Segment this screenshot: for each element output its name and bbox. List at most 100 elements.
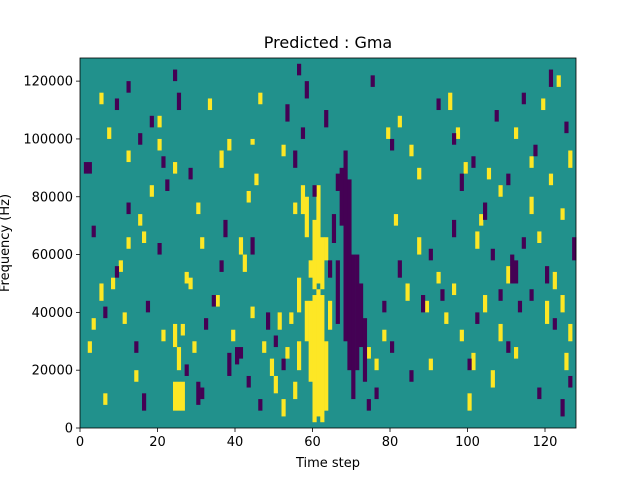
heatmap-cell-high: [111, 277, 116, 290]
heatmap-cell-low: [506, 173, 511, 186]
heatmap-cell-high: [227, 138, 232, 151]
heatmap-cell-low: [362, 318, 368, 382]
heatmap-cell-high: [184, 271, 189, 284]
heatmap-cell-low: [494, 110, 499, 122]
y-axis-label: Frequency (Hz): [0, 194, 13, 292]
heatmap-cell-high: [417, 237, 422, 255]
heatmap-cell-low: [331, 214, 337, 243]
heatmap-cell-low: [238, 347, 244, 359]
y-axis: 0 20000 40000 60000 80000 100000 120000: [23, 75, 80, 437]
heatmap-cell-high: [374, 358, 379, 371]
heatmap-cell-high: [471, 352, 476, 371]
heatmap-cell-high: [293, 381, 298, 400]
heatmap-cell-high: [552, 271, 557, 290]
heatmap-cell-high: [452, 283, 457, 296]
heatmap-cell-high: [250, 138, 255, 145]
heatmap-cell-high: [448, 92, 453, 111]
x-axis: 0 20 40 60 80 100 120: [76, 428, 558, 450]
heatmap-cell-low: [83, 162, 89, 174]
heatmap-cell-high: [99, 283, 104, 301]
heatmap-cell-high: [324, 341, 329, 411]
heatmap-cell-high: [231, 329, 236, 342]
heatmap-cell-high: [568, 323, 573, 342]
heatmap-cell-high: [176, 347, 182, 371]
heatmap-cell-low: [300, 127, 306, 139]
heatmap-cell-low: [339, 167, 344, 226]
heatmap-cell-low: [246, 375, 251, 388]
heatmap-cell-high: [316, 289, 321, 417]
heatmap-cell-low: [351, 254, 356, 400]
heatmap-cell-low: [537, 387, 542, 400]
heatmap-cell-low: [258, 399, 263, 411]
heatmap-cell-high: [498, 323, 503, 342]
heatmap-cell-high: [444, 312, 449, 324]
heatmap-cell-low: [223, 219, 228, 238]
heatmap-cell-low: [161, 156, 166, 168]
heatmap-cell-low: [421, 295, 426, 313]
heatmap-cell-high: [417, 167, 422, 180]
heatmap-cell-low: [471, 156, 476, 168]
heatmap-cell-low: [91, 225, 96, 238]
heatmap-cell-low: [428, 248, 433, 261]
heatmap-cell-high: [250, 306, 255, 319]
heatmap-cell-high: [126, 237, 131, 249]
x-tick-label: 80: [382, 435, 399, 450]
heatmap-cell-high: [459, 329, 464, 342]
heatmap-cell-low: [297, 63, 302, 76]
heatmap-cell-high: [479, 214, 484, 226]
x-tick-label: 40: [227, 435, 244, 450]
heatmap-cell-low: [196, 381, 201, 405]
heatmap-cell-high: [560, 208, 565, 220]
heatmap-cell-high: [157, 138, 162, 151]
heatmap-cell-high: [277, 312, 282, 330]
heatmap-cell-high: [498, 185, 503, 197]
heatmap-cell-high: [180, 323, 185, 336]
plot-frame: [79, 57, 577, 429]
heatmap-cell-low: [409, 370, 414, 382]
heatmap-cell-low: [374, 387, 379, 400]
y-tick-label: 20000: [32, 364, 73, 379]
heatmap-cell-high: [490, 370, 495, 388]
heatmap-cell-low: [521, 92, 526, 105]
heatmap-cell-low: [227, 352, 232, 376]
heatmap-cell-high: [262, 341, 267, 353]
heatmap-cell-high: [475, 231, 480, 249]
heatmap-cell-low: [366, 399, 371, 411]
heatmap-cell-high: [541, 98, 546, 111]
heatmap-cell-low: [390, 341, 395, 353]
x-tick-label: 120: [533, 435, 558, 450]
heatmap-cell-high: [149, 185, 154, 197]
heatmap-cell-low: [564, 121, 569, 134]
heatmap-cell-low: [204, 318, 209, 330]
heatmap-cell-low: [552, 318, 557, 330]
y-tick-label: 80000: [32, 190, 73, 205]
heatmap-cell-low: [436, 98, 441, 111]
heatmap-cell-high: [173, 323, 178, 348]
heatmap-cell-low: [126, 81, 131, 93]
heatmap-cell-low: [328, 260, 333, 278]
heatmap-cell-low: [324, 110, 329, 128]
heatmap-cell-high: [196, 202, 201, 215]
heatmap-cell-low: [467, 358, 472, 371]
heatmap-cell-low: [266, 312, 271, 330]
y-tick-label: 60000: [32, 248, 73, 263]
heatmap-cell-low: [514, 260, 519, 284]
heatmap-cell-high: [215, 295, 220, 307]
heatmap-cell-high: [545, 300, 550, 324]
heatmap-cell-low: [293, 150, 298, 168]
x-tick-label: 100: [455, 435, 480, 450]
heatmap-cell-low: [142, 393, 147, 411]
heatmap-cell-high: [467, 393, 472, 411]
x-tick-label: 0: [76, 435, 84, 450]
heatmap-cell-high: [397, 115, 402, 128]
heatmap-cell-low: [343, 150, 348, 342]
heatmap-cell-high: [219, 150, 224, 168]
heatmap-cell-high: [455, 127, 461, 139]
chart-title: Predicted : Gma: [264, 33, 392, 52]
heatmap-cell-low: [382, 300, 387, 313]
heatmap-cell-low: [173, 69, 178, 82]
heatmap-cell-high: [548, 173, 554, 186]
heatmap-cell-low: [250, 237, 255, 255]
heatmap-cell-low: [114, 98, 120, 111]
heatmap-cell-high: [409, 144, 414, 157]
